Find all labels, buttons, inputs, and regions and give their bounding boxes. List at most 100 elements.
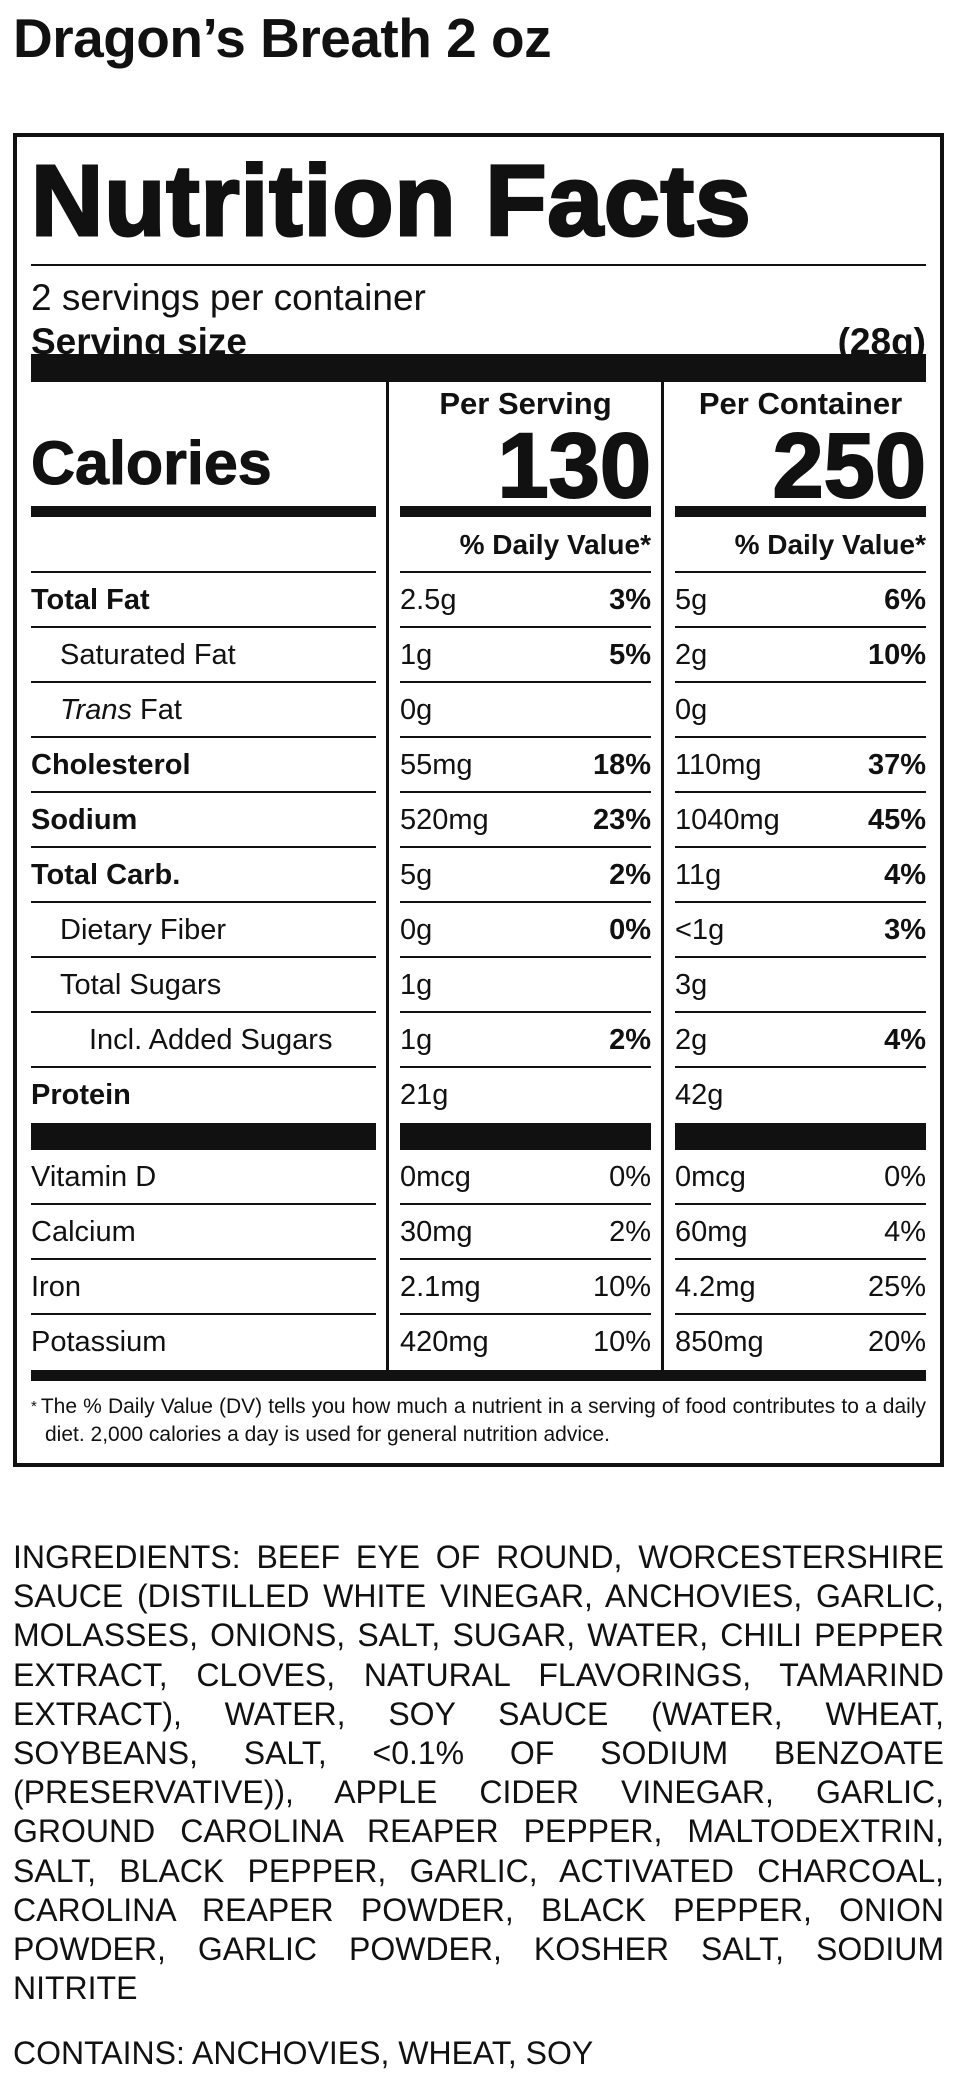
dv-header: % Daily Value*	[400, 517, 651, 573]
nutrient-table: Calories Per Serving 130 Per Container 250% …	[31, 382, 927, 1370]
column-divider	[376, 1260, 400, 1315]
calories-value: 130	[497, 415, 653, 517]
nutrient-label-text: Saturated Fat	[60, 639, 236, 671]
amount: 60mg	[675, 1216, 748, 1248]
amount: 3g	[675, 969, 708, 1001]
nutrient-row: Incl. Added Sugars 1g 2% 2g 4%	[31, 1013, 926, 1068]
column-header: Per Serving 130	[400, 382, 653, 517]
nutrient-values: 55mg 18%	[400, 738, 651, 793]
nutrient-values: 1g 2%	[400, 1013, 651, 1068]
column-title: Per Serving	[439, 386, 612, 421]
column-divider	[651, 958, 675, 1013]
amount: 0mcg	[675, 1161, 746, 1193]
amount: 420mg	[400, 1326, 489, 1358]
daily-value: 20%	[867, 1326, 926, 1358]
contains: CONTAINS: ANCHOVIES, WHEAT, SOY	[13, 2035, 594, 2071]
nutrient-label-italic: Trans	[60, 694, 132, 726]
column-divider	[651, 1068, 675, 1123]
column-divider	[376, 958, 400, 1013]
nutrient-label: Total Carb.	[31, 848, 376, 903]
amount: 5g	[400, 859, 433, 891]
amount: 21g	[400, 1079, 449, 1111]
nutrient-values: 3g	[675, 958, 926, 1013]
servings: 2 servings per container	[31, 277, 426, 318]
amount: 55mg	[400, 749, 473, 781]
footnote-mark: *	[31, 1398, 37, 1415]
amount: 4.2mg	[675, 1271, 756, 1303]
nutrient-label-text: Protein	[31, 1079, 131, 1111]
amount: 5g	[675, 584, 708, 616]
nutrient-row: Total Sugars 1g 3g	[31, 958, 926, 1013]
daily-value: 10%	[867, 639, 926, 671]
column-divider	[651, 1150, 675, 1205]
amount: 30mg	[400, 1216, 473, 1248]
daily-value: 45%	[867, 804, 926, 836]
nutrient-label-text: Total Carb.	[31, 859, 181, 891]
amount: 0mcg	[400, 1161, 471, 1193]
nutrient-label-text: Vitamin D	[31, 1161, 157, 1193]
daily-value: 3%	[884, 914, 926, 946]
nutrient-label-text: Calcium	[31, 1216, 136, 1248]
nutrient-row: Saturated Fat 1g 5% 2g 10%	[31, 628, 926, 683]
nutrient-label-text: Total Fat	[31, 584, 150, 616]
amount: 2g	[675, 639, 708, 671]
nutrient-label: Cholesterol	[31, 738, 376, 793]
nutrition-panel: Nutrition Facts 2 servings per container…	[13, 133, 944, 1467]
nutrient-label: Total Sugars	[31, 958, 376, 1013]
nutrient-label-text: Iron	[31, 1271, 81, 1303]
nutrient-values: 30mg 2%	[400, 1205, 651, 1260]
daily-value: 3%	[609, 584, 651, 616]
amount: 0g	[400, 694, 433, 726]
nutrient-values: 520mg 23%	[400, 793, 651, 848]
column-divider	[376, 793, 400, 848]
thick-bar-row	[31, 1123, 926, 1150]
amount: 520mg	[400, 804, 489, 836]
daily-value: 18%	[592, 749, 651, 781]
nutrient-values: 11g 4%	[675, 848, 926, 903]
daily-value: 2%	[609, 859, 651, 891]
column-divider	[651, 628, 675, 683]
nutrient-values: 0g	[400, 683, 651, 738]
column-divider	[651, 793, 675, 848]
nutrient-values: 420mg 10%	[400, 1315, 651, 1370]
nutrient-values: 2g 4%	[675, 1013, 926, 1068]
nutrient-values: 60mg 4%	[675, 1205, 926, 1260]
nutrient-values: 2.5g 3%	[400, 573, 651, 628]
nutrient-row: Dietary Fiber 0g 0% <1g 3%	[31, 903, 926, 958]
nutrient-label: Iron	[31, 1260, 376, 1315]
nutrient-label: Trans Fat	[31, 683, 376, 738]
calories-label: Calories	[31, 382, 376, 517]
nutrient-values: 1g 5%	[400, 628, 651, 683]
daily-value: 2%	[609, 1216, 651, 1248]
nutrient-label-text: Fat	[139, 694, 182, 726]
nutrient-row: Total Fat 2.5g 3% 5g 6%	[31, 573, 926, 628]
nutrient-label: Saturated Fat	[31, 628, 376, 683]
nutrient-row: Vitamin D 0mcg 0% 0mcg 0%	[31, 1150, 926, 1205]
amount: 1040mg	[675, 804, 780, 836]
blank-cell	[31, 517, 376, 573]
ingredients: INGREDIENTS: BEEF EYE OF ROUND, WORCESTE…	[13, 1539, 944, 2007]
nutrient-values: 0mcg 0%	[675, 1150, 926, 1205]
daily-value: 25%	[867, 1271, 926, 1303]
nutrient-values: 0g 0%	[400, 903, 651, 958]
nutrient-label: Protein	[31, 1068, 376, 1123]
nutrient-values: 21g	[400, 1068, 651, 1123]
amount: 0g	[400, 914, 433, 946]
column-divider	[651, 1260, 675, 1315]
column-divider	[651, 517, 675, 573]
amount: 110mg	[675, 749, 762, 781]
amount: 850mg	[675, 1326, 764, 1358]
column-divider	[651, 1123, 675, 1150]
column-divider	[376, 738, 400, 793]
daily-value: 10%	[592, 1326, 651, 1358]
nutrient-label-text: Potassium	[31, 1326, 167, 1358]
daily-value: 37%	[867, 749, 926, 781]
nutrient-label-text: Incl. Added Sugars	[89, 1024, 333, 1056]
daily-value: 10%	[592, 1271, 651, 1303]
panel-heading: Nutrition Facts	[30, 137, 926, 266]
nutrient-row: Total Carb. 5g 2% 11g 4%	[31, 848, 926, 903]
nutrient-values: 0mcg 0%	[400, 1150, 651, 1205]
nutrient-label: Sodium	[31, 793, 376, 848]
column-divider	[651, 573, 675, 628]
column-divider	[376, 517, 400, 573]
